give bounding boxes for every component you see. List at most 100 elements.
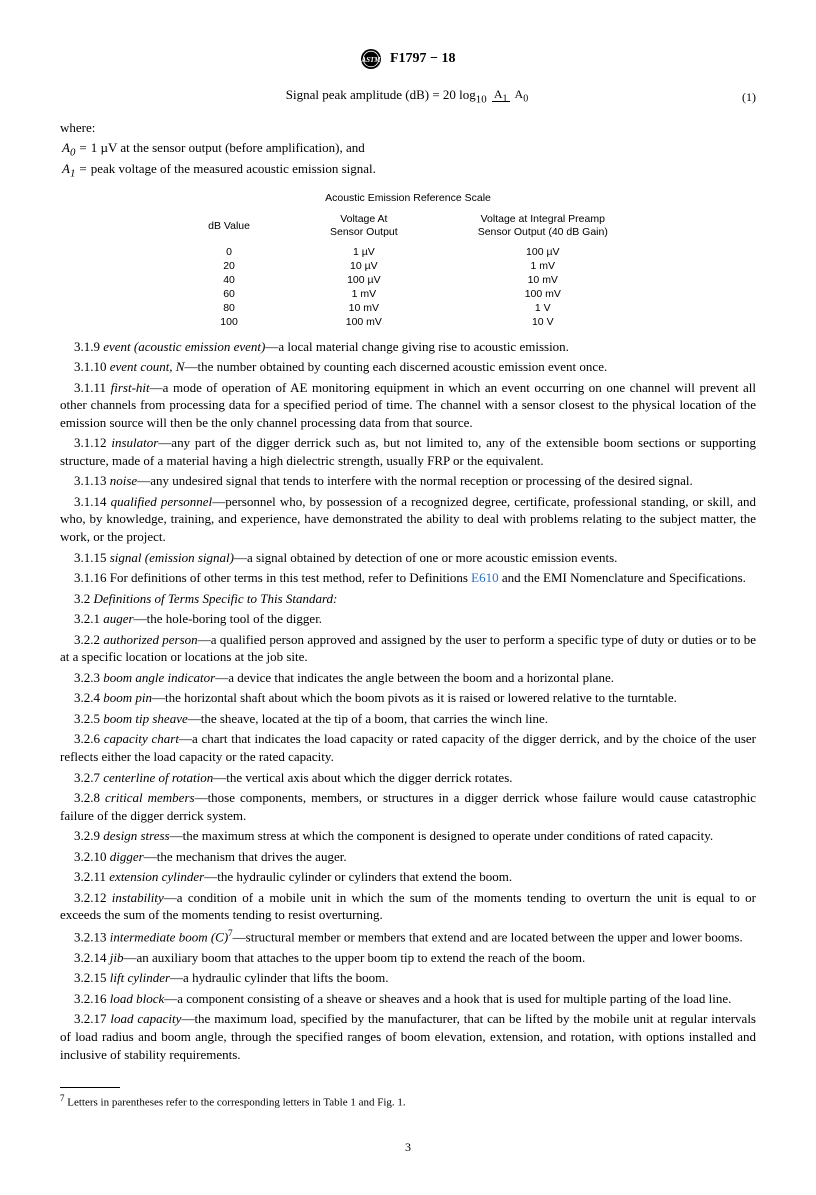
- equation-1: Signal peak amplitude (dB) = 20 log 1 0 A1…: [60, 86, 756, 107]
- def-num: 3.2.15: [74, 970, 107, 985]
- def-term: instability: [112, 890, 164, 905]
- equation-number: (1): [742, 89, 756, 105]
- def-text: —a component consisting of a sheave or s…: [164, 991, 731, 1006]
- ref-table-cell: 1 mV: [438, 259, 648, 273]
- ref-table-header: Voltage AtSensor Output: [290, 211, 438, 244]
- sec-num: 3.2: [74, 591, 90, 606]
- ref-table-header: Voltage at Integral PreampSensor Output …: [438, 211, 648, 244]
- def-num: 3.1.15: [74, 550, 107, 565]
- def-text: —the sheave, located at the tip of a boo…: [188, 711, 548, 726]
- fraction-numerator-sub: 1: [503, 93, 508, 104]
- def-num: 3.2.10: [74, 849, 107, 864]
- def-term: event (acoustic emission event): [103, 339, 265, 354]
- def-text: —a mode of operation of AE monitoring eq…: [60, 380, 756, 430]
- fraction-denominator: A: [515, 87, 524, 101]
- def-num: 3.2.13: [74, 929, 107, 944]
- def-text: —a local material change giving rise to …: [265, 339, 569, 354]
- def-term: lift cylinder: [110, 970, 170, 985]
- fraction-denominator-sub: 0: [523, 93, 528, 104]
- def-term: first-hit: [111, 380, 150, 395]
- def-term: capacity chart: [104, 731, 179, 746]
- designation-text: F1797 − 18: [390, 51, 456, 66]
- definition: 3.2.15 lift cylinder—a hydraulic cylinde…: [60, 969, 756, 987]
- def-text: —the maximum stress at which the compone…: [170, 828, 714, 843]
- svg-text:ASTM: ASTM: [361, 56, 382, 64]
- ref-table-title: Acoustic Emission Reference Scale: [60, 191, 756, 205]
- def-num: 3.1.16: [74, 570, 107, 585]
- definition: 3.2.17 load capacity—the maximum load, s…: [60, 1010, 756, 1063]
- definition: 3.1.12 insulator—any part of the digger …: [60, 434, 756, 469]
- def-term: design stress: [103, 828, 169, 843]
- ref-table-cell: 1 µV: [290, 245, 438, 259]
- def-3.1.16: 3.1.16 For definitions of other terms in…: [60, 569, 756, 587]
- definition: 3.2.12 instability—a condition of a mobi…: [60, 889, 756, 924]
- definition: 3.2.11 extension cylinder—the hydraulic …: [60, 868, 756, 886]
- def-term: insulator: [111, 435, 158, 450]
- def-term: critical members: [105, 790, 195, 805]
- link-e610[interactable]: E610: [471, 570, 498, 585]
- def-text: —the vertical axis about which the digge…: [213, 770, 512, 785]
- def-num: 3.1.11: [74, 380, 106, 395]
- ref-table-cell: 1 V: [438, 301, 648, 315]
- fraction-numerator: A: [494, 87, 503, 101]
- def-num: 3.1.10: [74, 359, 107, 374]
- definition: 3.2.7 centerline of rotation—the vertica…: [60, 769, 756, 787]
- definition: 3.2.14 jib—an auxiliary boom that attach…: [60, 949, 756, 967]
- def-term: authorized person: [103, 632, 197, 647]
- def-text: —the hydraulic cylinder or cylinders tha…: [204, 869, 512, 884]
- ref-table-row: 100100 mV10 V: [168, 315, 648, 329]
- ref-table-row: 601 mV100 mV: [168, 287, 648, 301]
- definition: 3.1.9 event (acoustic emission event)—a …: [60, 338, 756, 356]
- def-text: —any undesired signal that tends to inte…: [137, 473, 693, 488]
- definition: 3.1.11 first-hit—a mode of operation of …: [60, 379, 756, 432]
- definition: 3.2.1 auger—the hole-boring tool of the …: [60, 610, 756, 628]
- def-term: boom pin: [103, 690, 152, 705]
- def-text: —a hydraulic cylinder that lifts the boo…: [170, 970, 388, 985]
- def-text: —the horizontal shaft about which the bo…: [152, 690, 677, 705]
- def-term: noise: [110, 473, 137, 488]
- def-term: auger: [103, 611, 133, 626]
- def-term: jib: [110, 950, 124, 965]
- def-num: 3.2.2: [74, 632, 100, 647]
- ref-table-cell: 0: [168, 245, 290, 259]
- ref-table-row: 2010 µV1 mV: [168, 259, 648, 273]
- def-num: 3.1.9: [74, 339, 100, 354]
- astm-logo: ASTM: [360, 48, 382, 70]
- def-num: 3.1.13: [74, 473, 107, 488]
- definition: 3.2.9 design stress—the maximum stress a…: [60, 827, 756, 845]
- ref-table-cell: 10 V: [438, 315, 648, 329]
- def-term: extension cylinder: [109, 869, 204, 884]
- sec-3.2-heading: 3.2 Definitions of Terms Specific to Thi…: [60, 590, 756, 608]
- where-row: A1=peak voltage of the measured acoustic…: [60, 160, 378, 181]
- ref-table-cell: 100 µV: [438, 245, 648, 259]
- sec-text: Definitions of Terms Specific to This St…: [94, 591, 338, 606]
- def-num: 3.2.5: [74, 711, 100, 726]
- def-num: 3.2.4: [74, 690, 100, 705]
- where-table: A0=1 µV at the sensor output (before amp…: [60, 139, 378, 181]
- ref-table-cell: 1 mV: [290, 287, 438, 301]
- def-num: 3.1.12: [74, 435, 107, 450]
- def-text: —structural member or members that exten…: [233, 929, 743, 944]
- def-text: —the number obtained by counting each di…: [184, 359, 607, 374]
- def-term: signal (emission signal): [110, 550, 234, 565]
- def-text: —the hole-boring tool of the digger.: [134, 611, 322, 626]
- def-num: 3.1.14: [74, 494, 107, 509]
- def-num: 3.2.3: [74, 670, 100, 685]
- equation-fraction: A1 A0: [492, 88, 530, 105]
- definition: 3.2.2 authorized person—a qualified pers…: [60, 631, 756, 666]
- definition: 3.1.10 event count, N—the number obtaine…: [60, 358, 756, 376]
- ref-table-cell: 20: [168, 259, 290, 273]
- def-post: and the EMI Nomenclature and Specificati…: [499, 570, 746, 585]
- def-term: event count, N: [110, 359, 185, 374]
- def-num: 3.2.14: [74, 950, 107, 965]
- ref-table-cell: 10 µV: [290, 259, 438, 273]
- definition: 3.2.4 boom pin—the horizontal shaft abou…: [60, 689, 756, 707]
- definition: 3.2.5 boom tip sheave—the sheave, locate…: [60, 710, 756, 728]
- definition: 3.1.15 signal (emission signal)—a signal…: [60, 549, 756, 567]
- page-number: 3: [60, 1139, 756, 1155]
- def-num: 3.2.7: [74, 770, 100, 785]
- definition: 3.2.10 digger—the mechanism that drives …: [60, 848, 756, 866]
- ref-table-cell: 100 µV: [290, 273, 438, 287]
- footnote-text: Letters in parentheses refer to the corr…: [65, 1097, 406, 1109]
- equation-left: Signal peak amplitude (dB) = 20 log: [286, 87, 476, 102]
